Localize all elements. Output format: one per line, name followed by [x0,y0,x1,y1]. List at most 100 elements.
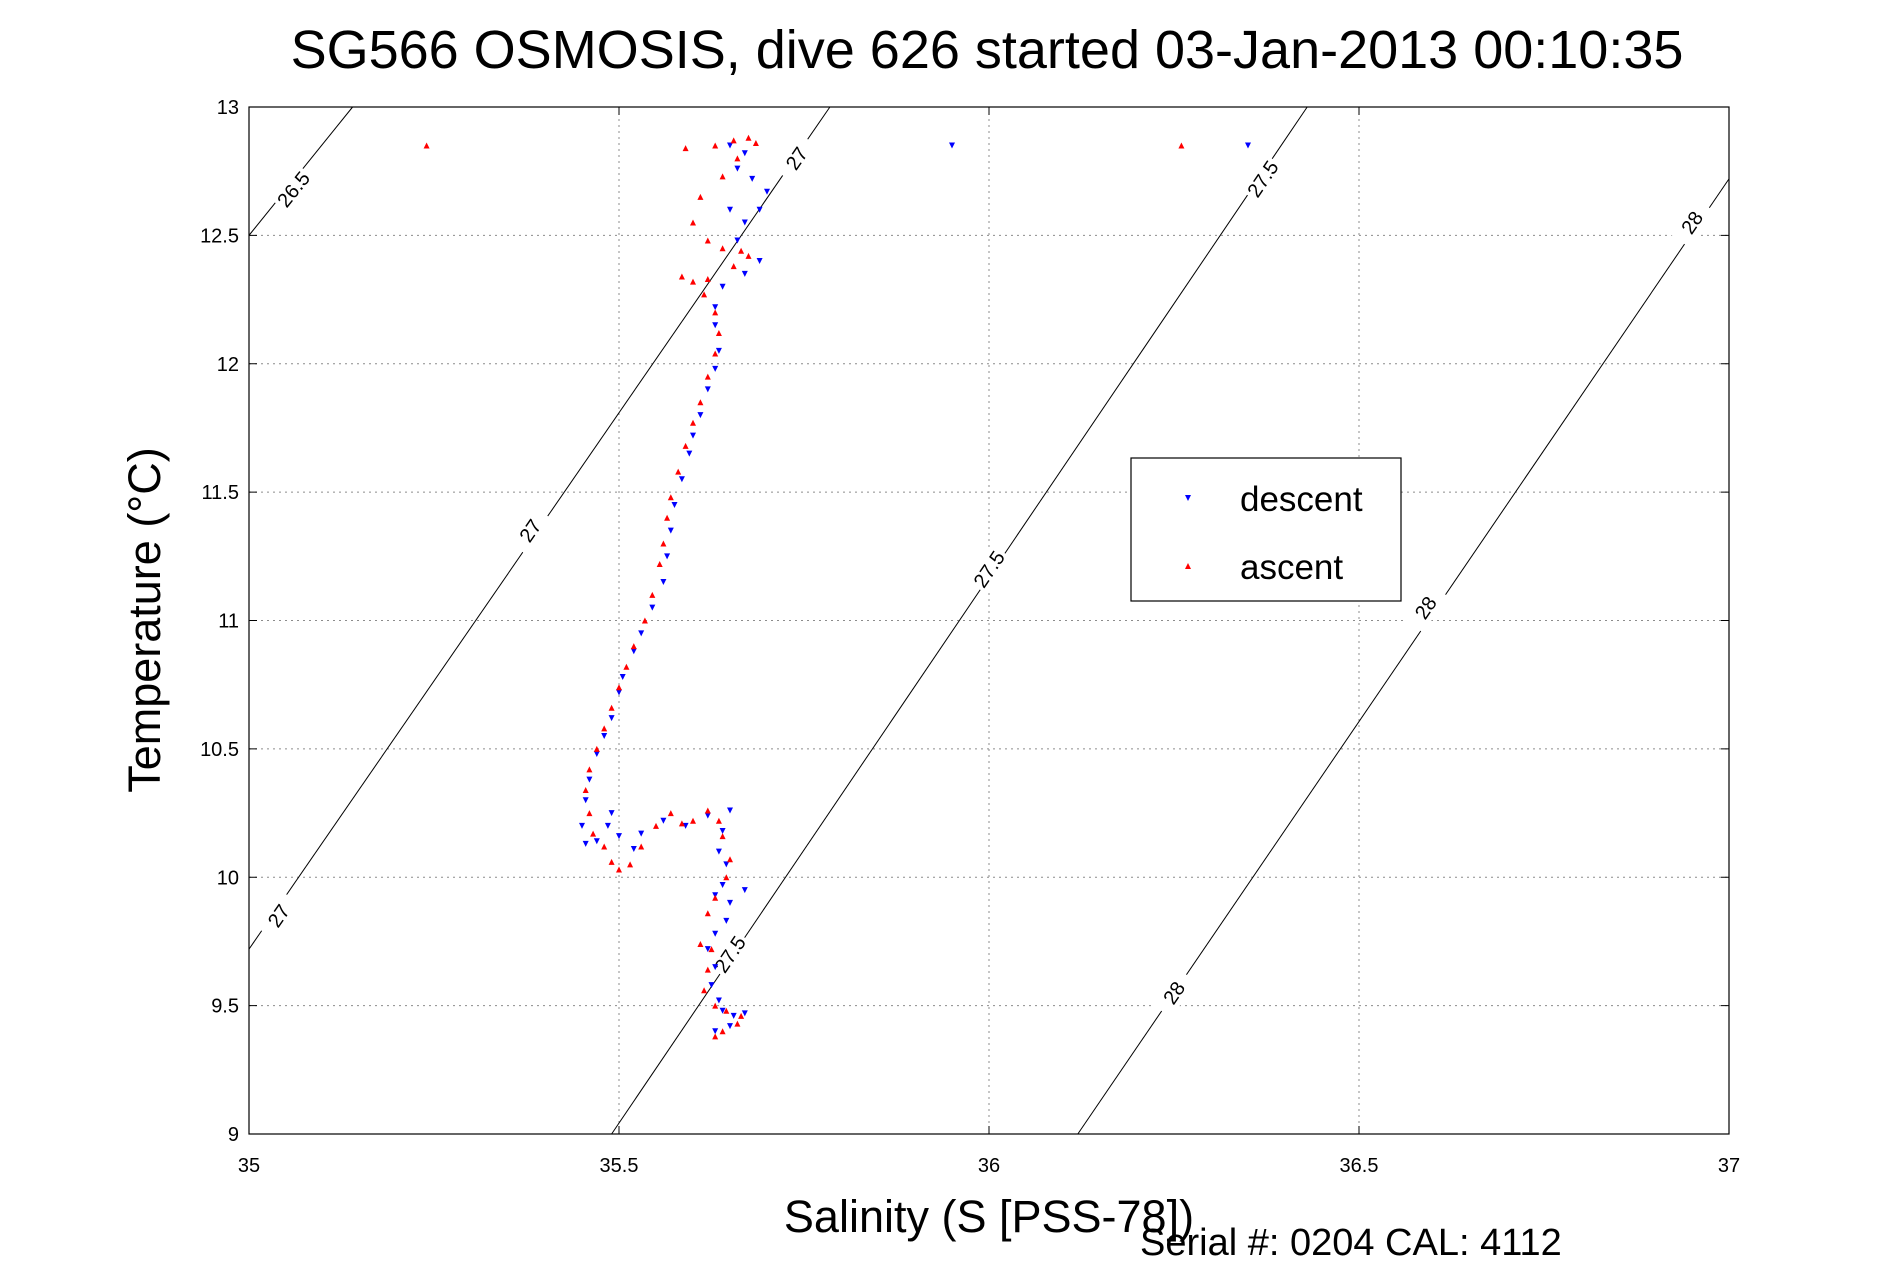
contour-label-background [1669,197,1715,248]
contour-label-background [256,890,301,941]
descent-point [712,304,719,311]
ascent-point [616,684,622,691]
descent-point [727,1023,733,1030]
descent-point [723,917,730,924]
descent-point [638,830,645,837]
descent-point [712,964,719,971]
x-tick-label: 35.5 [600,1155,639,1177]
ascent-point [423,142,430,149]
descent-point [579,822,585,829]
ascent-point [719,245,726,252]
descent-point [741,1010,748,1017]
ascent-point [623,663,630,670]
ascent-point [712,309,719,316]
descent-point [719,283,726,290]
ascent-point [616,866,622,873]
ascent-point [730,137,737,144]
y-tick-label: 13 [217,97,239,119]
descent-point [586,776,593,783]
descent-point [715,347,722,354]
descent-point [660,817,667,824]
descent-point [727,142,733,149]
y-tick-label: 10.5 [200,739,239,761]
descent-point [756,206,763,213]
ascent-point [586,810,593,817]
ascent-point [712,350,719,357]
ascent-point [704,910,711,917]
ascent-point [738,247,745,254]
ascent-point [715,817,722,824]
descent-point [719,828,726,835]
y-tick-label: 10 [217,867,239,889]
descent-point [1245,142,1251,149]
x-tick-label: 35 [238,1155,260,1177]
x-tick-label: 36 [978,1155,1000,1177]
legend-box [1130,457,1402,602]
descent-point [671,501,678,508]
ascent-point [638,843,645,850]
descent-point [704,386,711,393]
descent-point [741,887,748,894]
ascent-point [649,591,656,598]
ascent-point [660,540,667,547]
descent-point [712,322,719,329]
ascent-point [682,442,689,449]
ascent-point [745,134,752,141]
data-points [423,134,1251,1040]
descent-point [756,258,763,265]
descent-point [764,188,770,195]
descent-point [704,946,711,953]
axis-ticks: 35 35.5 36 36.5 37 9 9.5 10 10.5 11 11.5 12 12.5 13 [200,97,1740,1177]
descent-point [949,142,955,149]
descent-point [697,412,704,419]
ascent-point [690,219,696,226]
ascent-point [730,263,737,270]
ascent-point [712,1002,719,1009]
ascent-point [678,273,685,280]
ascent-point [653,822,659,829]
descent-point [686,450,693,457]
descent-point [608,810,615,817]
descent-point [704,812,711,819]
ascent-point [582,786,589,793]
ascent-point [601,843,608,850]
ascent-point [697,399,704,406]
chart-title: SG566 OSMOSIS, dive 626 started 03-Jan-2… [291,20,1684,80]
ascent-point [1178,142,1185,149]
ascent-point [682,145,689,152]
descent-point [604,822,611,829]
descent-point [630,846,637,853]
descent-point [727,899,733,906]
ascent-point [723,1007,730,1014]
descent-point [730,1012,737,1019]
ascent-point [697,941,704,948]
contour-label-background [1403,582,1448,633]
descent-point [715,848,722,855]
ascent-point [701,291,708,298]
descent-point [664,553,671,560]
ascent-point [704,237,711,244]
ascent-point [708,946,715,953]
descent-point [582,840,589,847]
descent-point [616,689,622,696]
descent-point [734,237,741,244]
ascent-point [608,858,615,865]
descent-point [682,822,689,829]
ascent-point [630,643,637,650]
descent-point [582,797,589,804]
descent-point [638,630,645,637]
ascent-point [586,766,593,773]
ascent-point [675,468,682,475]
x-axis-label: Salinity (S [PSS-78]) [784,1191,1194,1242]
ascent-point [745,252,752,259]
ascent-point [727,856,733,863]
ascent-point [601,725,608,732]
ascent-point [656,561,663,568]
ascent-point [738,1012,745,1019]
descent-point [741,270,748,277]
descent-point [616,833,622,840]
contour-label-background [1151,967,1197,1018]
y-tick-label: 11.5 [202,482,239,504]
contour-label-background [507,505,553,556]
